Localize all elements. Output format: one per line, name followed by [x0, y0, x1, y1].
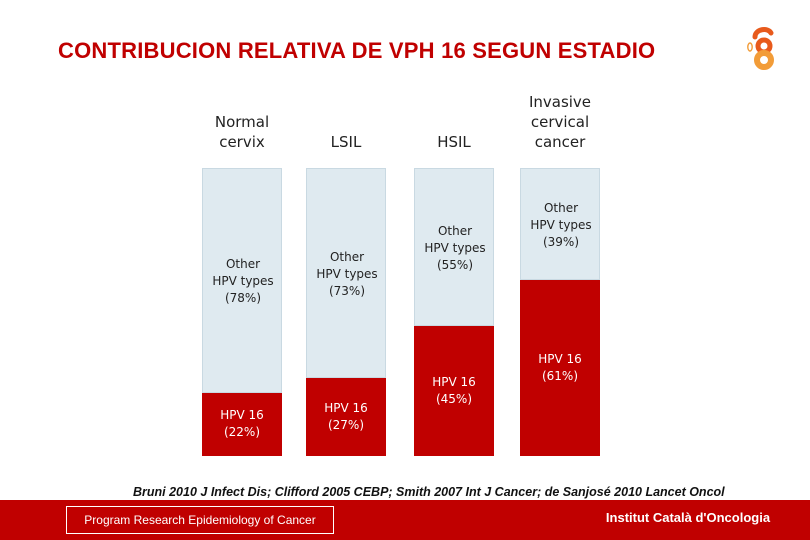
data-label-other: Other HPV types (78%)	[193, 256, 293, 307]
data-label-other: Other HPV types (39%)	[511, 200, 611, 251]
bar-segment-hpv16: HPV 16 (22%)	[202, 392, 282, 456]
data-label-other-line: Other	[543, 200, 579, 215]
category-label-line: cancer	[534, 133, 586, 151]
data-label-other-line: HPV types	[424, 240, 486, 255]
bar-segment-hpv16: HPV 16 (45%)	[414, 326, 494, 456]
bar-segment-other: Other HPV types (73%)	[306, 168, 386, 379]
data-label-other-line: HPV types	[530, 217, 592, 232]
bar: Other HPV types (39%) HPV 16 (61%)	[520, 168, 600, 456]
data-label-other: Other HPV types (55%)	[405, 223, 505, 274]
data-label-hpv16: HPV 16 (27%)	[296, 400, 396, 434]
data-label-hpv16: HPV 16 (22%)	[192, 407, 292, 441]
category-label: HSIL	[399, 132, 509, 152]
bar-segment-other: Other HPV types (78%)	[202, 168, 282, 393]
data-label-other-line: Other	[225, 256, 261, 271]
data-label-other-line: (39%)	[542, 234, 580, 249]
data-label-hpv16-line: HPV 16	[324, 401, 368, 416]
data-label-hpv16-line: (45%)	[435, 392, 473, 407]
bar: Other HPV types (78%) HPV 16 (22%)	[202, 168, 282, 456]
category-label-line: HSIL	[437, 133, 471, 151]
footer-institute: Institut Català d'Oncologia	[605, 510, 771, 525]
data-label-other-line: Other	[329, 249, 365, 264]
category-label-line: Normal	[214, 113, 270, 131]
bar-segment-other: Other HPV types (55%)	[414, 168, 494, 327]
data-label-hpv16-line: HPV 16	[432, 375, 476, 390]
category-label: Normal cervix	[187, 112, 297, 152]
data-label-other-line: (73%)	[328, 283, 366, 298]
data-label-hpv16-line: HPV 16	[538, 352, 582, 367]
category-label-line: cervical	[530, 113, 590, 131]
bar-segment-hpv16: HPV 16 (27%)	[306, 378, 386, 456]
data-label-hpv16: HPV 16 (61%)	[510, 351, 610, 385]
data-label-other-line: Other	[437, 223, 473, 238]
ico-logo-icon	[747, 27, 774, 70]
data-label-other-line: (78%)	[224, 290, 262, 305]
bar-segment-hpv16: HPV 16 (61%)	[520, 280, 600, 456]
bar-segment-other: Other HPV types (39%)	[520, 168, 600, 281]
category-label-line: Invasive	[528, 93, 592, 111]
category-label: LSIL	[291, 132, 401, 152]
data-label-other: Other HPV types (73%)	[297, 249, 397, 300]
data-label-hpv16-line: (61%)	[541, 369, 579, 384]
data-label-other-line: (55%)	[436, 257, 474, 272]
data-label-hpv16: HPV 16 (45%)	[404, 374, 504, 408]
footer-program: Program Research Epidemiology of Cancer	[66, 506, 334, 534]
data-label-hpv16-line: (22%)	[223, 425, 261, 440]
page-title: CONTRIBUCION RELATIVA DE VPH 16 SEGUN ES…	[58, 38, 656, 63]
footer-program-label: Program Research Epidemiology of Cancer	[84, 513, 316, 527]
data-label-other-line: HPV types	[212, 273, 274, 288]
bar: Other HPV types (55%) HPV 16 (45%)	[414, 168, 494, 456]
data-label-hpv16-line: HPV 16	[220, 408, 264, 423]
references: Bruni 2010 J Infect Dis; Clifford 2005 C…	[133, 485, 725, 499]
category-label: Invasive cervical cancer	[505, 92, 615, 152]
data-label-hpv16-line: (27%)	[327, 418, 365, 433]
category-label-line: cervix	[219, 133, 265, 151]
bar: Other HPV types (73%) HPV 16 (27%)	[306, 168, 386, 456]
category-label-line: LSIL	[330, 133, 362, 151]
data-label-other-line: HPV types	[316, 266, 378, 281]
